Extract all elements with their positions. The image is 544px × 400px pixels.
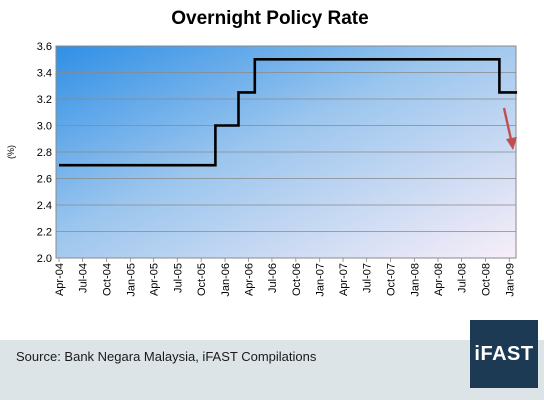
y-tick-label: 2.2: [37, 227, 52, 239]
source-note: Source: Bank Negara Malaysia, iFAST Comp…: [16, 349, 317, 364]
x-tick-label: Jan-08: [409, 263, 421, 297]
y-tick-label: 3.4: [37, 68, 52, 80]
chart: Overnight Policy Rate (%) 2.0 2.2 2.4 2.6 2.…: [6, 8, 518, 297]
x-tick-label: Oct-04: [101, 263, 113, 296]
x-tick-label: Jul-04: [78, 263, 90, 293]
y-tick-label: 2.6: [37, 174, 52, 186]
x-tick-label: Jul-06: [267, 263, 279, 293]
x-tick-label: Oct-07: [385, 263, 397, 296]
ifast-logo: iFAST: [470, 320, 538, 388]
x-tick-label: Apr-05: [149, 263, 161, 296]
x-tick-label: Jul-08: [457, 263, 469, 293]
x-tick-label: Apr-07: [338, 263, 350, 296]
x-tick-label: Jan-09: [504, 263, 516, 297]
x-tick-label: Jul-05: [172, 263, 184, 293]
y-tick-label: 2.8: [37, 147, 52, 159]
y-tick-label: 2.4: [37, 200, 52, 212]
y-axis-label: (%): [6, 145, 16, 159]
x-tick-label: Apr-06: [243, 263, 255, 296]
down-arrow-head: [506, 137, 517, 150]
footer-bar: [0, 340, 544, 400]
x-tick-label: Jul-07: [362, 263, 374, 293]
x-tick-label: Apr-04: [54, 263, 66, 296]
x-tick-label: Oct-05: [196, 263, 208, 296]
down-arrow-icon: [502, 107, 514, 145]
y-tick-label: 3.2: [37, 94, 52, 106]
x-tick-label: Jan-05: [125, 263, 137, 297]
x-tick-label: Jan-07: [315, 263, 327, 297]
y-tick-label: 3.0: [37, 121, 52, 133]
y-tick-label: 2.0: [37, 253, 52, 265]
chart-title: Overnight Policy Rate: [171, 8, 368, 29]
y-tick-label: 3.6: [37, 41, 52, 53]
series-line: [59, 57, 518, 167]
x-tick-label: Oct-08: [480, 263, 492, 296]
x-tick-label: Oct-06: [291, 263, 303, 296]
x-tick-label: Jan-06: [220, 263, 232, 297]
x-tick-label: Apr-08: [433, 263, 445, 296]
